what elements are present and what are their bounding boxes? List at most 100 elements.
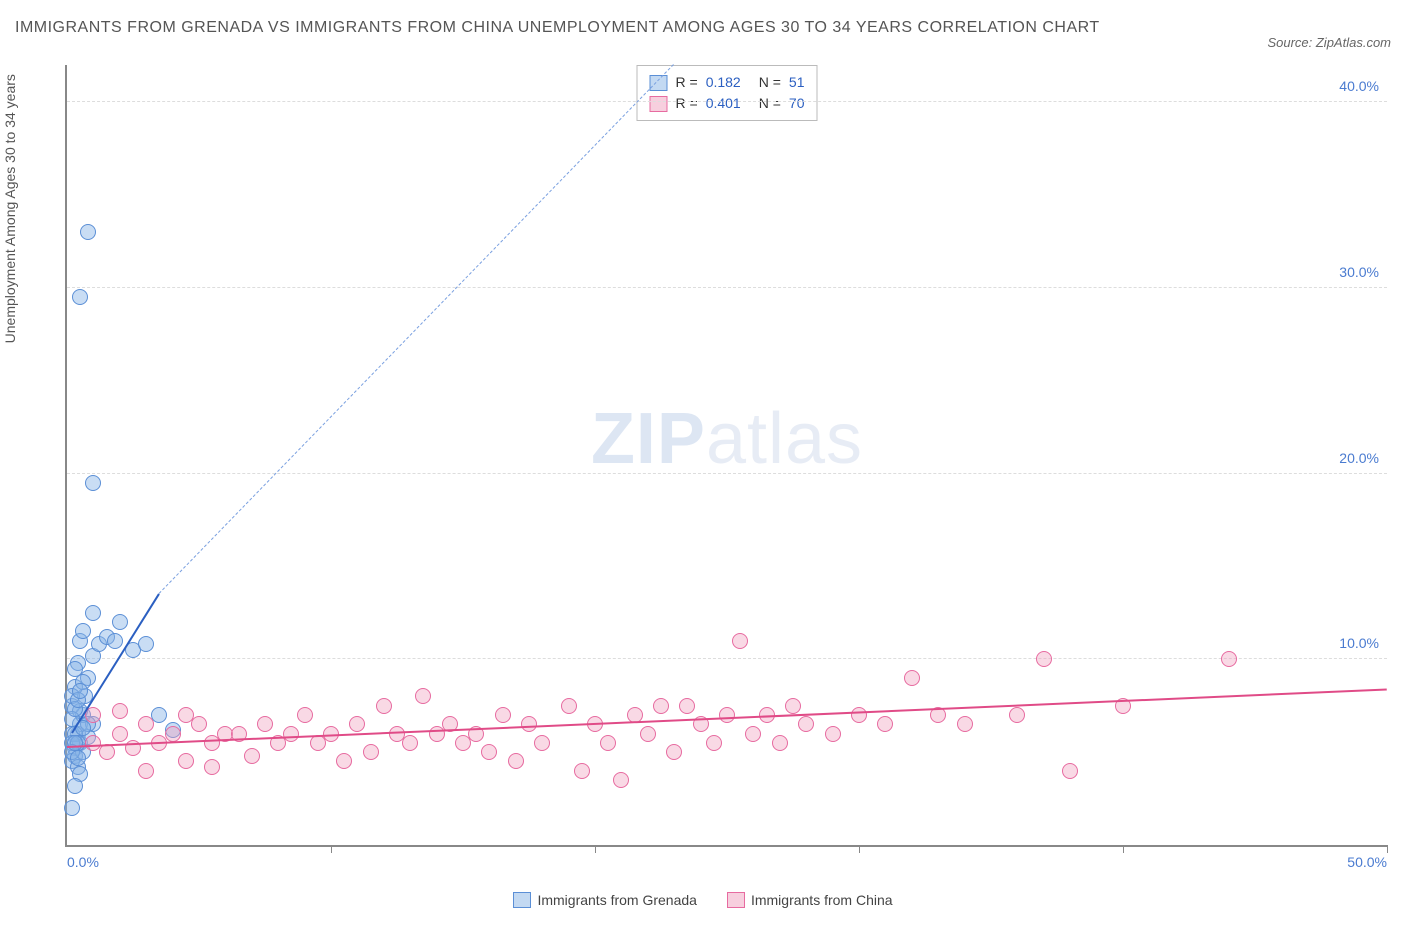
legend-n-label: N = — [759, 72, 781, 93]
x-tick — [595, 845, 596, 853]
scatter-point — [107, 633, 123, 649]
scatter-point — [75, 623, 91, 639]
scatter-point — [112, 614, 128, 630]
scatter-point — [600, 735, 616, 751]
scatter-point — [719, 707, 735, 723]
trend-line — [159, 64, 675, 594]
scatter-point — [415, 688, 431, 704]
gridline — [67, 287, 1387, 288]
scatter-point — [495, 707, 511, 723]
scatter-point — [72, 683, 88, 699]
gridline — [67, 473, 1387, 474]
scatter-point — [561, 698, 577, 714]
legend-swatch-icon — [650, 75, 668, 91]
y-axis-label: Unemployment Among Ages 30 to 34 years — [2, 74, 18, 343]
scatter-point — [138, 763, 154, 779]
scatter-point — [363, 744, 379, 760]
scatter-point — [679, 698, 695, 714]
scatter-point — [521, 716, 537, 732]
scatter-point — [112, 726, 128, 742]
y-tick-label: 40.0% — [1339, 78, 1379, 94]
scatter-point — [178, 707, 194, 723]
y-tick-label: 10.0% — [1339, 635, 1379, 651]
scatter-point — [67, 661, 83, 677]
scatter-point — [80, 224, 96, 240]
scatter-point — [508, 753, 524, 769]
scatter-point — [244, 748, 260, 764]
y-tick-label: 30.0% — [1339, 264, 1379, 280]
scatter-point — [283, 726, 299, 742]
scatter-point — [666, 744, 682, 760]
scatter-point — [402, 735, 418, 751]
scatter-point — [85, 605, 101, 621]
scatter-point — [67, 735, 83, 751]
scatter-point — [257, 716, 273, 732]
scatter-point — [70, 750, 86, 766]
legend-r-value: 0.401 — [706, 93, 741, 114]
scatter-point — [613, 772, 629, 788]
scatter-point — [67, 778, 83, 794]
legend-item: Immigrants from China — [727, 892, 893, 908]
scatter-point — [204, 759, 220, 775]
x-tick — [1387, 845, 1388, 853]
source-attribution: Source: ZipAtlas.com — [1267, 35, 1391, 50]
scatter-point — [376, 698, 392, 714]
scatter-point — [653, 698, 669, 714]
legend-n-value: 70 — [789, 93, 805, 114]
legend-item: Immigrants from Grenada — [513, 892, 697, 908]
scatter-point — [745, 726, 761, 742]
plot-area: ZIPatlas R = 0.182N = 51R = 0.401N = 70 … — [65, 65, 1387, 847]
scatter-point — [165, 726, 181, 742]
legend-swatch-icon — [513, 892, 531, 908]
scatter-point — [534, 735, 550, 751]
scatter-point — [904, 670, 920, 686]
legend-r-label: R = — [676, 72, 698, 93]
x-tick — [1123, 845, 1124, 853]
chart-title: IMMIGRANTS FROM GRENADA VS IMMIGRANTS FR… — [15, 15, 1100, 41]
scatter-point — [1221, 651, 1237, 667]
legend-row: R = 0.182 N = 51 — [650, 72, 805, 93]
scatter-point — [178, 753, 194, 769]
scatter-point — [349, 716, 365, 732]
scatter-point — [99, 744, 115, 760]
legend-row: R = 0.401N = 70 — [650, 93, 805, 114]
legend-label: Immigrants from China — [751, 892, 893, 908]
scatter-point — [138, 716, 154, 732]
legend-r-value: 0.182 — [706, 72, 741, 93]
scatter-point — [825, 726, 841, 742]
scatter-point — [877, 716, 893, 732]
scatter-point — [574, 763, 590, 779]
legend-n-label: N = — [759, 93, 781, 114]
legend-label: Immigrants from Grenada — [537, 892, 697, 908]
x-tick — [859, 845, 860, 853]
watermark: ZIPatlas — [591, 398, 863, 480]
scatter-point — [481, 744, 497, 760]
scatter-point — [785, 698, 801, 714]
legend-swatch-icon — [727, 892, 745, 908]
legend-swatch-icon — [650, 96, 668, 112]
scatter-point — [138, 636, 154, 652]
gridline — [67, 101, 1387, 102]
scatter-point — [85, 475, 101, 491]
scatter-point — [851, 707, 867, 723]
scatter-point — [957, 716, 973, 732]
x-tick — [331, 845, 332, 853]
scatter-point — [1062, 763, 1078, 779]
legend-n-value: 51 — [789, 72, 805, 93]
chart-container: Unemployment Among Ages 30 to 34 years Z… — [15, 60, 1391, 880]
gridline — [67, 658, 1387, 659]
scatter-point — [72, 289, 88, 305]
scatter-point — [772, 735, 788, 751]
y-tick-label: 20.0% — [1339, 450, 1379, 466]
x-min-label: 0.0% — [67, 854, 99, 870]
scatter-point — [732, 633, 748, 649]
scatter-point — [64, 800, 80, 816]
x-max-label: 50.0% — [1347, 854, 1387, 870]
scatter-point — [1036, 651, 1052, 667]
scatter-point — [151, 707, 167, 723]
scatter-point — [706, 735, 722, 751]
scatter-point — [798, 716, 814, 732]
scatter-point — [297, 707, 313, 723]
scatter-point — [191, 716, 207, 732]
scatter-point — [1009, 707, 1025, 723]
